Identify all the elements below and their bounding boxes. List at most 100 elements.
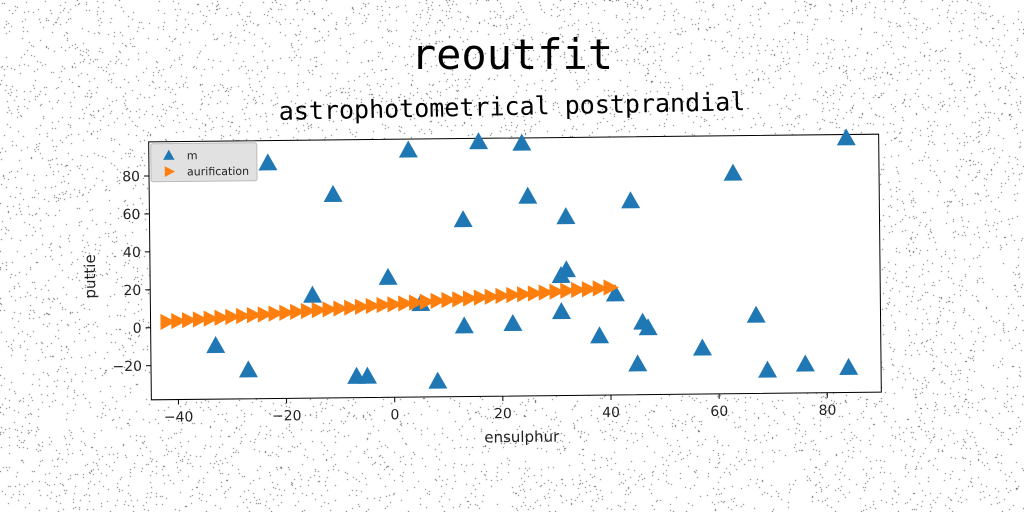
point-1-36 — [549, 283, 565, 300]
y-tick-label-5: 80 — [122, 169, 140, 185]
x-tick-label-0: −40 — [164, 409, 194, 425]
y-tick-label-3: 40 — [123, 245, 141, 261]
axis-ticks: −40 −20 0 20 40 60 80 −20 0 20 40 60 80 — [112, 169, 836, 426]
point-0-6 — [453, 210, 473, 228]
point-0-9 — [723, 163, 743, 181]
point-1-16 — [333, 300, 349, 317]
point-0-8 — [621, 191, 641, 209]
point-1-13 — [300, 302, 317, 320]
legend-marker-1 — [164, 166, 175, 178]
point-0-33 — [839, 357, 859, 375]
plot-group: −40 −20 0 20 40 60 80 −20 0 20 40 60 80 ensulphur pu… — [81, 128, 882, 447]
point-0-22 — [590, 326, 610, 344]
point-1-25 — [430, 292, 446, 309]
legend-box — [150, 142, 258, 183]
point-1-27 — [452, 291, 468, 308]
point-0-31 — [758, 360, 778, 378]
point-0-15 — [605, 284, 625, 302]
point-1-20 — [376, 296, 392, 314]
point-1-24 — [419, 293, 436, 310]
x-axis-label: ensulphur — [484, 428, 560, 447]
point-1-33 — [517, 286, 533, 303]
y-tick-label-0: −20 — [112, 359, 142, 375]
point-0-4 — [512, 133, 532, 151]
point-1-17 — [344, 299, 360, 316]
point-0-2 — [398, 140, 418, 158]
point-1-38 — [571, 281, 587, 299]
point-1-29 — [473, 289, 490, 306]
point-1-10 — [268, 305, 284, 322]
point-0-7 — [556, 207, 576, 225]
point-1-21 — [387, 296, 403, 313]
point-1-40 — [592, 280, 609, 297]
point-0-23 — [692, 338, 712, 356]
point-1-2 — [182, 312, 198, 329]
legend-entries: m aurification — [163, 149, 249, 179]
point-1-34 — [527, 285, 544, 302]
point-1-41 — [603, 279, 619, 296]
x-tick-label-6: 80 — [818, 403, 836, 419]
point-1-37 — [560, 282, 576, 299]
point-0-11 — [303, 285, 323, 303]
chart-title: reoutfit — [410, 30, 614, 79]
point-0-19 — [552, 302, 572, 320]
x-tick-label-1: −20 — [272, 408, 302, 424]
point-1-35 — [538, 284, 555, 301]
point-1-32 — [506, 286, 522, 304]
point-0-12 — [378, 267, 398, 285]
y-axis-label: puttie — [81, 254, 99, 298]
point-1-8 — [246, 307, 263, 324]
point-1-19 — [365, 297, 382, 315]
point-0-10 — [836, 128, 856, 146]
x-tick-label-4: 40 — [602, 405, 620, 421]
point-1-7 — [236, 307, 252, 325]
x-tick-label-2: 0 — [390, 407, 399, 423]
x-tick-label-5: 60 — [710, 404, 728, 420]
legend-label-0: m — [187, 149, 198, 162]
y-tick-label-2: 20 — [123, 283, 141, 299]
point-1-11 — [279, 304, 295, 321]
x-tick-label-3: 20 — [494, 406, 512, 422]
series-0 — [206, 128, 859, 389]
point-0-30 — [628, 354, 648, 372]
point-0-29 — [428, 371, 448, 389]
plot-area-frame — [148, 133, 882, 401]
point-1-9 — [257, 306, 274, 323]
point-1-28 — [462, 290, 479, 307]
point-1-5 — [214, 309, 230, 326]
point-1-3 — [192, 311, 209, 328]
point-1-4 — [203, 310, 220, 327]
legend: m aurification — [150, 142, 258, 183]
point-0-14 — [556, 260, 576, 278]
point-0-21 — [638, 318, 658, 336]
point-0-25 — [206, 336, 226, 354]
point-1-30 — [484, 288, 500, 305]
data-marks — [160, 128, 859, 389]
point-1-6 — [225, 308, 241, 325]
series-1 — [160, 279, 619, 331]
point-0-32 — [795, 354, 815, 372]
point-1-15 — [322, 301, 338, 318]
point-1-14 — [311, 302, 328, 319]
point-0-17 — [454, 316, 474, 334]
point-1-18 — [354, 298, 371, 315]
legend-label-1: aurification — [187, 165, 249, 179]
point-0-28 — [358, 366, 378, 384]
point-0-0 — [258, 153, 278, 171]
legend-marker-0 — [163, 149, 175, 160]
point-1-31 — [495, 287, 511, 304]
point-0-26 — [238, 360, 258, 378]
point-1-0 — [160, 313, 176, 331]
point-1-23 — [408, 294, 425, 311]
point-0-1 — [323, 184, 343, 203]
point-0-5 — [518, 186, 538, 204]
point-1-39 — [581, 281, 598, 298]
point-0-24 — [746, 305, 766, 323]
point-1-12 — [290, 303, 306, 320]
point-1-22 — [398, 295, 414, 312]
point-1-26 — [441, 291, 457, 309]
point-0-18 — [503, 313, 523, 332]
point-0-3 — [469, 132, 489, 150]
y-tick-label-4: 60 — [123, 207, 141, 223]
